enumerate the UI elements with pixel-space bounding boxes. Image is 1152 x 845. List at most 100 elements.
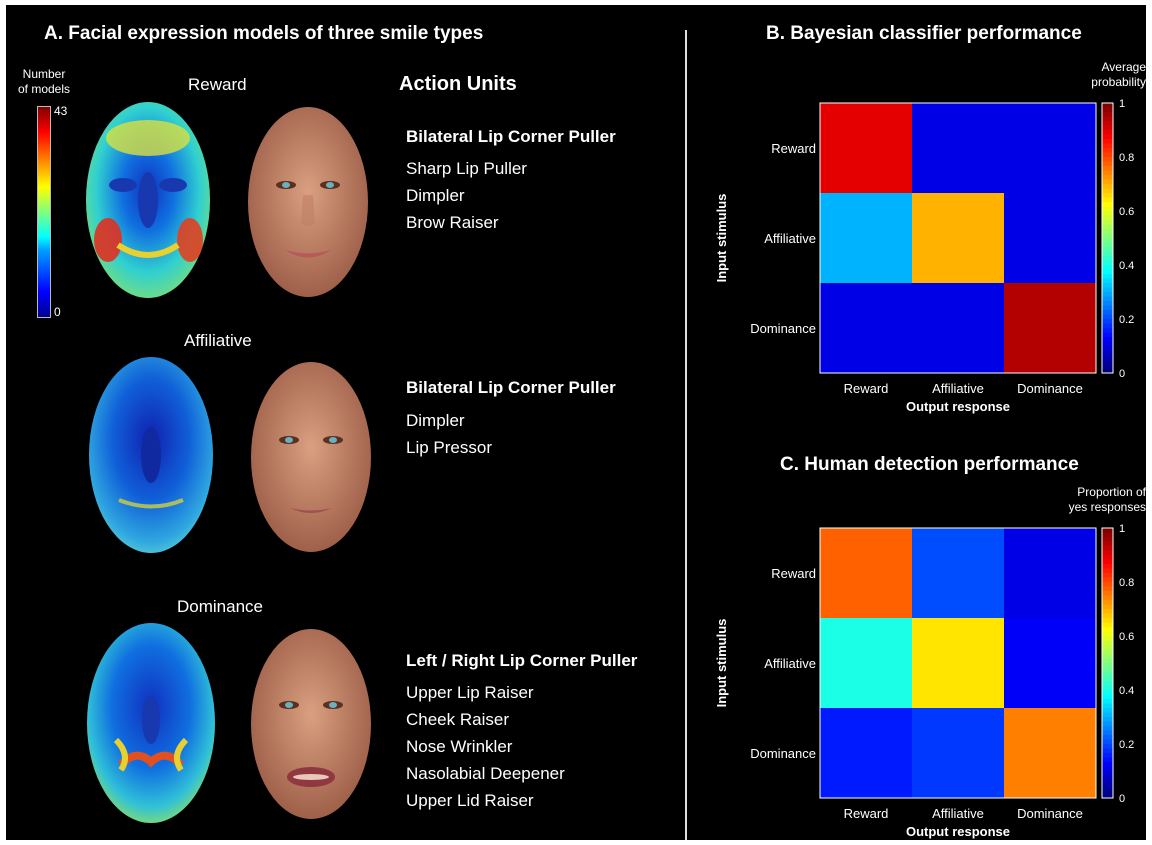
chart-c-colorbar-tick-label: 0.6 bbox=[1119, 631, 1134, 643]
chart-c-colorbar-tick-label: 0.2 bbox=[1119, 739, 1134, 751]
chart-b-y-axis-label: Input stimulus bbox=[714, 194, 729, 283]
chart-b-colorbar-segment bbox=[1102, 310, 1113, 316]
chart-b-colorbar-segment bbox=[1102, 296, 1113, 302]
chart-c-colorbar-segment bbox=[1102, 744, 1113, 750]
chart-c-cell bbox=[820, 618, 912, 708]
chart-b-colorbar-segment bbox=[1102, 328, 1113, 334]
chart-c-x-axis-label: Output response bbox=[906, 824, 1010, 839]
chart-c-colorbar-segment bbox=[1102, 757, 1113, 763]
model-affiliative-au: Dimpler bbox=[406, 411, 465, 430]
chart-c-colorbar-segment bbox=[1102, 685, 1113, 691]
chart-b-colorbar-tick-label: 0 bbox=[1119, 368, 1125, 380]
chart-c-colorbar-segment bbox=[1102, 753, 1113, 759]
chart-b-colorbar-segment bbox=[1102, 305, 1113, 311]
chart-b-colorbar-tick-label: 0.4 bbox=[1119, 260, 1134, 272]
chart-b-colorbar-segment bbox=[1102, 283, 1113, 289]
chart-c-colorbar-segment bbox=[1102, 532, 1113, 538]
chart-c-colorbar-segment bbox=[1102, 780, 1113, 786]
model-reward-au: Dimpler bbox=[406, 186, 465, 205]
chart-b-colorbar-segment bbox=[1102, 229, 1113, 235]
chart-c-colorbar-segment bbox=[1102, 564, 1113, 570]
chart-c-y-tick-label: Affiliative bbox=[764, 656, 816, 671]
chart-c-colorbar-segment bbox=[1102, 640, 1113, 646]
chart-b-x-tick-label: Dominance bbox=[1017, 381, 1083, 396]
chart-b-colorbar-segment bbox=[1102, 215, 1113, 221]
chart-c-colorbar-segment bbox=[1102, 550, 1113, 556]
chart-c-colorbar-segment bbox=[1102, 694, 1113, 700]
chart-c-colorbar-segment bbox=[1102, 600, 1113, 606]
chart-b-colorbar-segment bbox=[1102, 125, 1113, 131]
chart-b-colorbar-segment bbox=[1102, 292, 1113, 298]
chart-c-colorbar-segment bbox=[1102, 627, 1113, 633]
chart-c-plot-border bbox=[819, 527, 1097, 799]
chart-c-colorbar-segment bbox=[1102, 771, 1113, 777]
chart-b-colorbar-segment bbox=[1102, 157, 1113, 163]
chart-b-x-tick-label: Affiliative bbox=[932, 381, 984, 396]
chart-b-colorbar-segment bbox=[1102, 197, 1113, 203]
chart-b-colorbar-segment bbox=[1102, 134, 1113, 140]
action-units-header: Action Units bbox=[399, 73, 517, 95]
model-dominance-au: Nasolabial Deepener bbox=[406, 764, 565, 783]
chart-b-colorbar-segment bbox=[1102, 346, 1113, 352]
chart-b-colorbar-segment bbox=[1102, 107, 1113, 113]
chart-b-cell bbox=[1004, 283, 1096, 373]
colorbar-a-max: 43 bbox=[54, 104, 68, 118]
chart-c-colorbar-segment bbox=[1102, 703, 1113, 709]
heatmap-face-affiliative bbox=[89, 357, 213, 553]
chart-b-colorbar-segment bbox=[1102, 269, 1113, 275]
model-affiliative-primary-au: Bilateral Lip Corner Puller bbox=[406, 378, 616, 397]
chart-b-colorbar-segment bbox=[1102, 364, 1113, 370]
chart-c-cell bbox=[820, 708, 912, 798]
chart-b-colorbar-tick-label: 0.8 bbox=[1119, 152, 1134, 164]
chart-b-cell bbox=[820, 103, 912, 193]
model-dominance-au: Upper Lip Raiser bbox=[406, 683, 534, 702]
chart-b-colorbar-segment bbox=[1102, 274, 1113, 280]
chart-b-colorbar-segment bbox=[1102, 278, 1113, 284]
panel-a-title: A. Facial expression models of three smi… bbox=[44, 23, 484, 44]
panel-divider bbox=[685, 30, 687, 840]
panel-c-colorbar-label-1: Proportion of bbox=[1077, 485, 1146, 499]
chart-b-colorbar-segment bbox=[1102, 265, 1113, 271]
chart-b-colorbar-segment bbox=[1102, 211, 1113, 217]
model-dominance-au: Upper Lid Raiser bbox=[406, 791, 534, 810]
chart-c-colorbar-segment bbox=[1102, 654, 1113, 660]
chart-b-x-axis-label: Output response bbox=[906, 399, 1010, 414]
chart-c-colorbar-segment bbox=[1102, 604, 1113, 610]
chart-b-colorbar-segment bbox=[1102, 350, 1113, 356]
chart-b-colorbar-segment bbox=[1102, 152, 1113, 158]
chart-b-x-tick-label: Reward bbox=[844, 381, 889, 396]
chart-b-colorbar-segment bbox=[1102, 193, 1113, 199]
chart-c-cell bbox=[912, 528, 1004, 618]
chart-b-colorbar-tick-label: 1 bbox=[1119, 98, 1125, 110]
chart-c-colorbar-tick-label: 0.4 bbox=[1119, 685, 1134, 697]
model-dominance-au: Nose Wrinkler bbox=[406, 737, 513, 756]
chart-b-cell bbox=[820, 283, 912, 373]
chart-c-colorbar-segment bbox=[1102, 555, 1113, 561]
chart-b-colorbar-segment bbox=[1102, 175, 1113, 181]
heatmap-chart-c: Reward Affiliative Dominance Reward Affiliat… bbox=[714, 523, 1134, 839]
chart-c-colorbar-segment bbox=[1102, 672, 1113, 678]
chart-b-cell bbox=[912, 103, 1004, 193]
chart-c-colorbar-segment bbox=[1102, 577, 1113, 583]
chart-c-colorbar-segment bbox=[1102, 789, 1113, 795]
chart-b-colorbar-border bbox=[1101, 102, 1114, 374]
chart-b-colorbar-segment bbox=[1102, 355, 1113, 361]
chart-b-cell bbox=[820, 193, 912, 283]
chart-b-colorbar-segment bbox=[1102, 139, 1113, 145]
chart-c-y-tick-label: Reward bbox=[771, 566, 816, 581]
chart-b-colorbar-segment bbox=[1102, 323, 1113, 329]
chart-b-colorbar-tick-label: 0.6 bbox=[1119, 206, 1134, 218]
chart-b-y-tick-label: Reward bbox=[771, 141, 816, 156]
face-render-dominance bbox=[251, 629, 371, 819]
chart-b-colorbar-segment bbox=[1102, 224, 1113, 230]
panel-c-colorbar-label-2: yes responses bbox=[1068, 500, 1146, 514]
chart-c-colorbar-segment bbox=[1102, 766, 1113, 772]
chart-c-colorbar-segment bbox=[1102, 699, 1113, 705]
chart-c-colorbar-tick-label: 0.8 bbox=[1119, 577, 1134, 589]
chart-c-colorbar-segment bbox=[1102, 613, 1113, 619]
model-affiliative-label: Affiliative bbox=[184, 331, 252, 350]
chart-c-colorbar-segment bbox=[1102, 667, 1113, 673]
chart-b-colorbar-segment bbox=[1102, 319, 1113, 325]
chart-b-colorbar-segment bbox=[1102, 359, 1113, 365]
chart-c-colorbar-segment bbox=[1102, 762, 1113, 768]
